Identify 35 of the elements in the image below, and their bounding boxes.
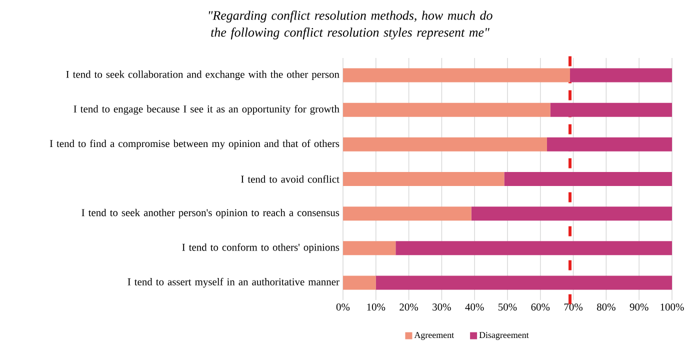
- bar: [343, 241, 396, 256]
- y-tick-label: I tend to engage because I see it as an opportunity for growth: [74, 105, 340, 115]
- bar: [343, 137, 547, 152]
- y-tick-label: I tend to conform to others' opinions: [182, 243, 340, 253]
- x-tick-label: 70%: [564, 304, 583, 311]
- bar: [396, 241, 672, 256]
- bar: [471, 206, 672, 221]
- x-tick-label: 0%: [336, 304, 350, 311]
- y-tick-label: I tend to find a compromise between my opinion and that of others: [50, 140, 340, 150]
- x-tick-label: 60%: [531, 304, 550, 311]
- chart-title: "Regarding conflict resolution methods, how much do the following conflict resolution styles represent me": [208, 10, 492, 40]
- bar: [343, 68, 570, 82]
- y-tick-label: I tend to assert myself in an authoritative manner: [128, 278, 340, 288]
- y-tick-label: I tend to avoid conflict: [241, 175, 340, 183]
- x-tick-label: 20%: [400, 304, 418, 311]
- x-tick-label: 50%: [498, 304, 517, 311]
- x-tick-label: 80%: [597, 304, 616, 311]
- bar: [343, 276, 376, 290]
- bar: [376, 276, 672, 290]
- y-tick-label: I tend to seek collaboration and exchange with the other person: [66, 70, 340, 80]
- bar: [504, 172, 672, 186]
- bar: [550, 102, 672, 117]
- x-tick-label: 100%: [660, 304, 684, 311]
- x-tick-label: 40%: [465, 304, 484, 311]
- bar: [343, 206, 472, 221]
- bar: [343, 102, 550, 117]
- x-tick-label: 30%: [432, 304, 451, 311]
- bar: [570, 68, 672, 82]
- x-tick-label: 10%: [367, 304, 386, 311]
- bar: [546, 137, 672, 152]
- legend-label: Disagreement: [479, 332, 529, 340]
- y-tick-label: I tend to seek another person's opinion to reach a consensus: [82, 208, 340, 218]
- bar: [343, 172, 504, 186]
- x-tick-label: 90%: [630, 304, 648, 311]
- legend-label: Agreement: [414, 332, 454, 340]
